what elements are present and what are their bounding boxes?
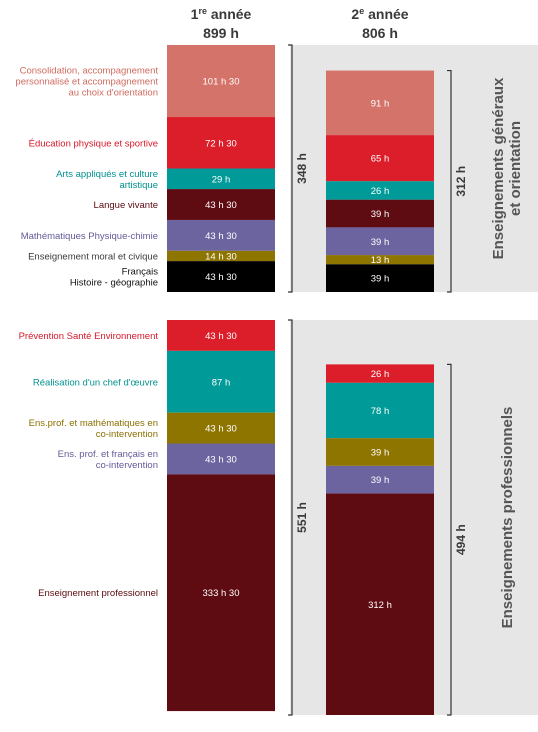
bar-label-col1-0-3: 43 h 30	[205, 200, 237, 211]
bar-col2-1-0	[326, 364, 434, 383]
category-label-0-0-line-2: au choix d'orientation	[69, 88, 159, 99]
bar-label-col1-1-0: 43 h 30	[205, 331, 237, 342]
plot-area: 101 h 30 91 h Consolidation, accompagnemen…	[15, 44, 524, 716]
bar-label-col2-0-0: 91 h	[371, 98, 390, 109]
bar-col1-0-2	[167, 168, 275, 190]
bar-label-col2-1-0: 26 h	[371, 369, 390, 380]
bar-label-col2-1-2: 39 h	[371, 448, 390, 459]
category-label-1-0-line-0: Prévention Santé Environnement	[19, 331, 159, 342]
bracket-col1-1	[288, 319, 293, 716]
total-label-col1-0: 348 h	[295, 153, 309, 184]
category-label-0-2-line-1: artistique	[119, 180, 158, 191]
group-label-1-line-0: Enseignements professionnels	[499, 407, 516, 629]
bar-col2-0-3	[326, 199, 434, 228]
bar-col1-1-2	[167, 412, 275, 444]
bar-label-col1-1-4: 333 h 30	[203, 588, 240, 599]
category-label-0-3-line-0: Langue vivante	[94, 200, 158, 211]
bar-col2-0-6	[326, 264, 434, 292]
col1-title-rest: année	[207, 6, 252, 22]
bar-label-col2-0-3: 39 h	[371, 209, 390, 220]
bar-col1-1-4	[167, 474, 275, 712]
bar-col2-1-4	[326, 493, 434, 715]
bar-label-col1-1-1: 87 h	[212, 377, 231, 388]
col1-title-main: 1	[191, 6, 199, 22]
bar-col2-0-2	[326, 181, 434, 200]
bar-label-col2-1-4: 312 h	[368, 600, 392, 611]
group-label-1: Enseignements professionnels	[499, 407, 516, 629]
category-label-1-2-line-0: Ens.prof. et mathématiques en	[29, 418, 158, 429]
category-label-0-5-line-0: Enseignement moral et civique	[28, 251, 158, 262]
col1-title: 1re année	[191, 6, 252, 22]
category-label-0-6-line-1: Histoire - géographie	[70, 278, 158, 289]
bar-label-col1-0-0: 101 h 30	[203, 77, 240, 88]
bar-label-col2-0-6: 39 h	[371, 274, 390, 285]
bar-label-col1-1-3: 43 h 30	[205, 454, 237, 465]
total-label-col2-0: 312 h	[454, 166, 468, 197]
bar-col2-0-1	[326, 135, 434, 182]
category-label-0-6-line-0: Français	[122, 267, 159, 278]
bar-label-col2-0-5: 13 h	[371, 255, 390, 266]
bar-col1-0-5	[167, 250, 275, 262]
bar-label-col1-0-6: 43 h 30	[205, 272, 237, 283]
group-label-0-line-0: Enseignements généraux	[490, 77, 507, 259]
bar-col2-1-3	[326, 465, 434, 494]
bar-label-col1-1-2: 43 h 30	[205, 424, 237, 435]
bar-label-col2-0-2: 26 h	[371, 186, 390, 197]
category-label-0-2-line-0: Arts appliqués et culture	[56, 169, 158, 180]
bar-col1-1-1	[167, 350, 275, 413]
bar-label-col2-0-1: 65 h	[371, 154, 390, 165]
bar-col2-0-5	[326, 255, 434, 265]
category-label-0-0-line-0: Consolidation, accompagnement	[20, 66, 159, 77]
total-label-col2-1: 494 h	[454, 524, 468, 555]
bar-col2-0-4	[326, 227, 434, 256]
category-label-1-3-line-1: co-intervention	[96, 460, 158, 471]
bar-label-col1-0-5: 14 h 30	[205, 251, 237, 262]
bar-col1-0-4	[167, 219, 275, 251]
bracket-col1-0	[288, 44, 293, 293]
bracket-col2-1	[447, 363, 452, 716]
group-label-0-line-1: et orientation	[507, 121, 524, 216]
category-label-0-0-line-1: personnalisé et accompagnement	[15, 77, 158, 88]
bar-col2-1-1	[326, 382, 434, 439]
total-label-col1-1: 551 h	[295, 502, 309, 533]
bar-col1-0-3	[167, 189, 275, 220]
bar-col1-0-6	[167, 261, 275, 292]
category-label-1-3-line-0: Ens. prof. et français en	[58, 449, 158, 460]
bracket-col2-0	[447, 69, 452, 293]
bar-col2-0-0	[326, 70, 434, 136]
col1-total: 899 h	[203, 25, 239, 41]
bar-label-col1-0-2: 29 h	[212, 174, 231, 185]
col2-total: 806 h	[362, 25, 398, 41]
bar-col1-0-1	[167, 117, 275, 169]
bar-col2-1-2	[326, 438, 434, 466]
col2-title-sup: e	[359, 6, 364, 16]
bar-label-col2-1-1: 78 h	[371, 406, 390, 417]
col2-title: 2e année	[351, 6, 408, 22]
category-label-1-4-line-0: Enseignement professionnel	[38, 588, 158, 599]
col2-title-rest: année	[364, 6, 409, 22]
bar-col1-1-3	[167, 443, 275, 475]
category-label-0-4-line-0: Mathématiques Physique-chimie	[21, 231, 158, 242]
category-label-1-1-line-0: Réalisation d'un chef d'œuvre	[33, 377, 158, 388]
group-label-0: Enseignements générauxet orientation	[490, 77, 524, 259]
bar-label-col1-0-1: 72 h 30	[205, 138, 237, 149]
column-headers: 1re année 899 h 2e année 806 h	[191, 6, 409, 41]
bar-label-col1-0-4: 43 h 30	[205, 231, 237, 242]
category-label-0-1-line-0: Éducation physique et sportive	[29, 138, 158, 149]
col1-title-sup: re	[198, 6, 207, 16]
col2-title-main: 2	[351, 6, 359, 22]
bar-col1-0-0	[167, 45, 275, 118]
category-label-1-2-line-1: co-intervention	[96, 429, 158, 440]
bar-label-col2-1-3: 39 h	[371, 475, 390, 486]
bar-col1-1-0	[167, 320, 275, 351]
bar-label-col2-0-4: 39 h	[371, 237, 390, 248]
